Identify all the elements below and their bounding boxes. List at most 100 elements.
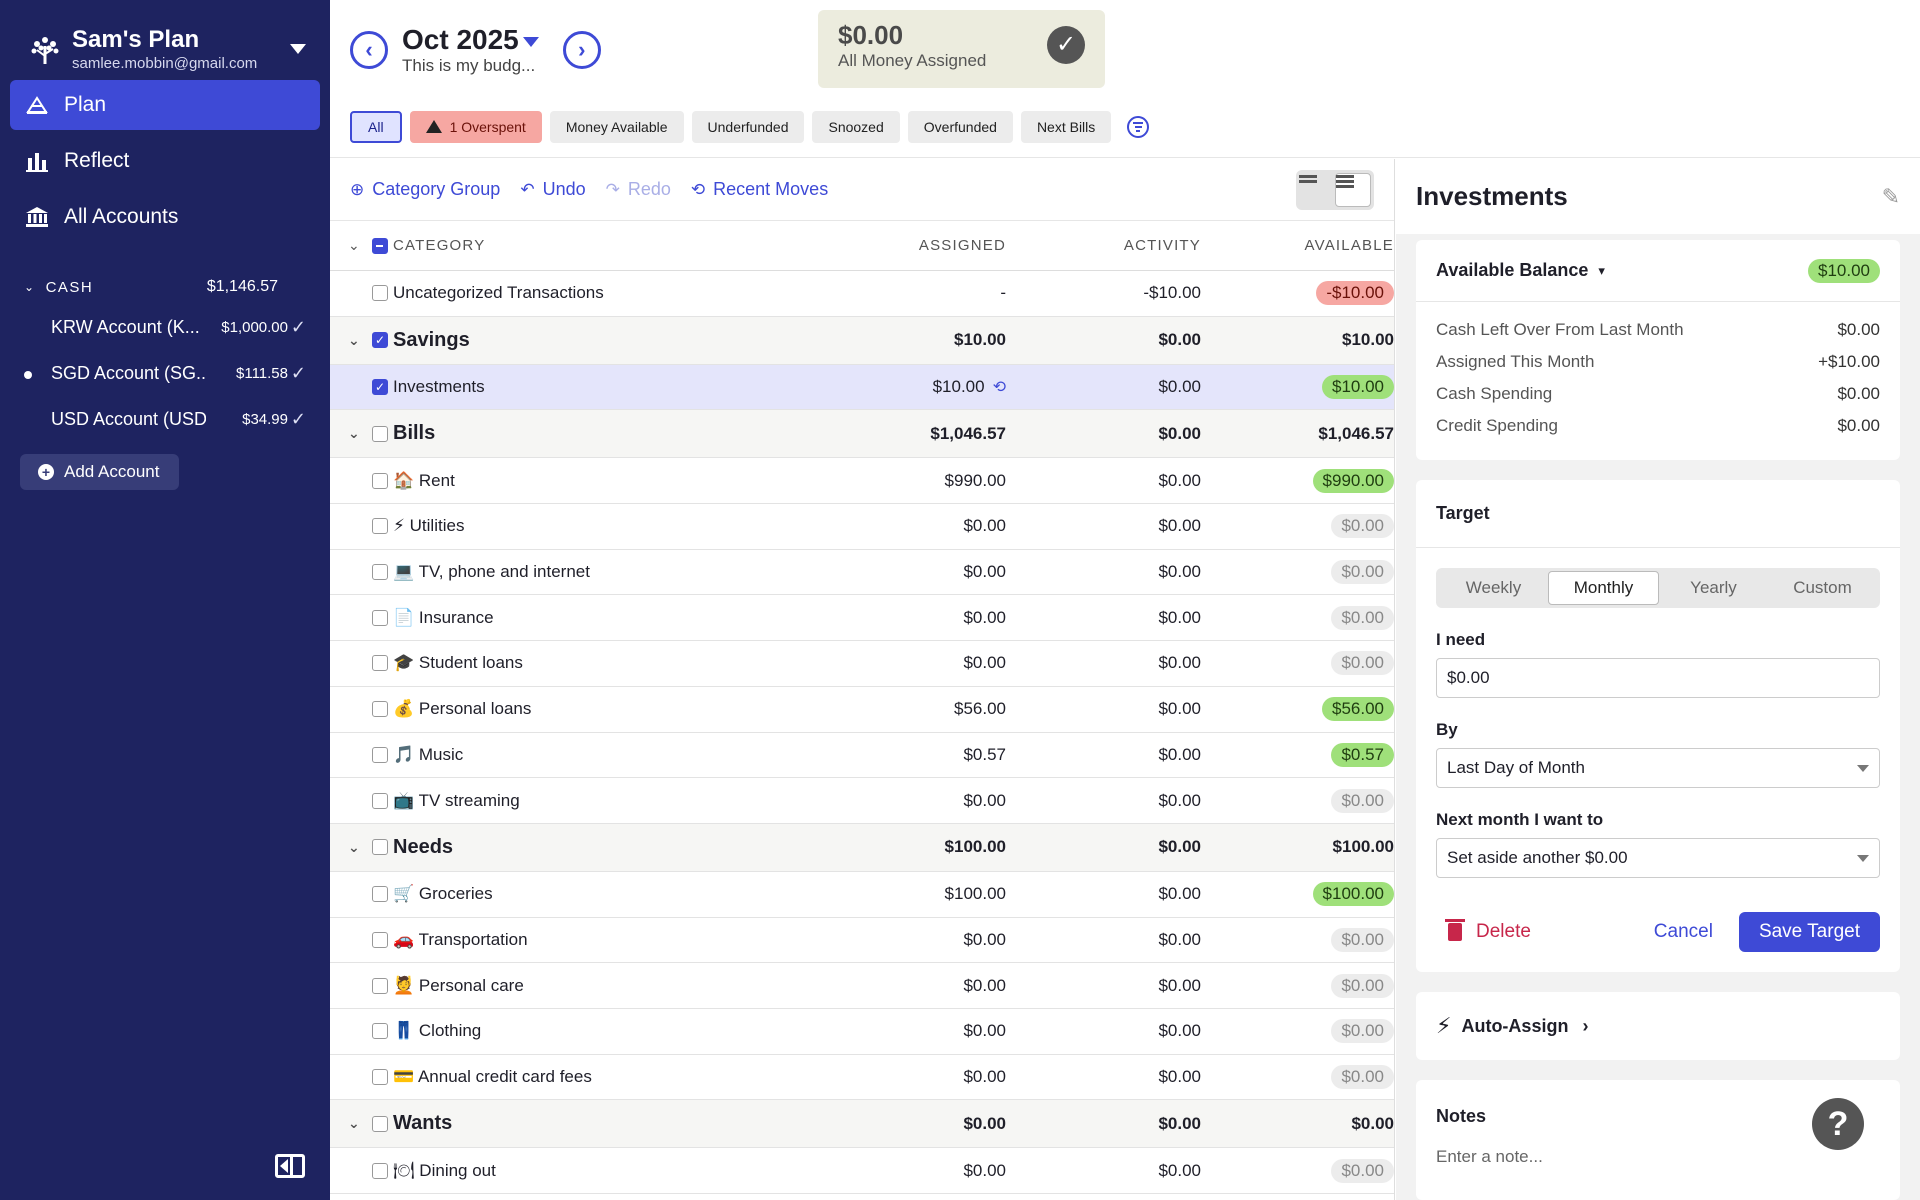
assigned-cell[interactable]: $100.00 (838, 837, 1006, 857)
by-date-select[interactable]: Last Day of Month (1436, 748, 1880, 788)
assigned-cell[interactable]: $0.00 (838, 1067, 1006, 1087)
row-checkbox[interactable]: ✓ (372, 379, 389, 396)
activity-value[interactable]: $0.00 (1158, 929, 1201, 949)
activity-value[interactable]: $0.00 (1158, 423, 1201, 443)
assigned-cell[interactable]: $10.00 (838, 330, 1006, 350)
available-cell[interactable]: $0.00 (1201, 1019, 1394, 1044)
available-cell[interactable]: $10.00 (1201, 330, 1394, 350)
row-checkbox[interactable] (372, 285, 389, 302)
activity-value[interactable]: $0.00 (1158, 1021, 1201, 1041)
tab-yearly[interactable]: Yearly (1690, 578, 1737, 597)
activity-value[interactable]: $0.00 (1158, 562, 1201, 582)
activity-value[interactable]: $0.00 (1158, 653, 1201, 673)
account-krw[interactable]: KRW Account (K... $1,000.00 ✓ (0, 304, 330, 350)
row-checkbox[interactable] (372, 792, 389, 809)
category-name[interactable]: Bills (393, 422, 436, 445)
category-row[interactable]: Uncategorized Transactions - -$10.00 -$10.0… (330, 271, 1394, 317)
available-cell[interactable]: $100.00 (1201, 837, 1394, 857)
category-row[interactable]: ✓ Investments $10.00 ⟲ $0.00 $10.00 (330, 364, 1394, 411)
cancel-button[interactable]: Cancel (1653, 921, 1713, 942)
row-checkbox[interactable] (372, 425, 389, 442)
activity-value[interactable]: $0.00 (1158, 470, 1201, 490)
assigned-cell[interactable]: $0.00 (838, 653, 1006, 673)
category-name[interactable]: Wants (393, 1112, 453, 1135)
activity-value[interactable]: $0.00 (1158, 1066, 1201, 1086)
activity-value[interactable]: $0.00 (1158, 330, 1201, 350)
cash-group-toggle[interactable]: ⌄ CASH $1,146.57 (0, 278, 330, 296)
category-row[interactable]: 🎓 Student loans $0.00 $0.00 $0.00 (330, 641, 1394, 687)
category-row[interactable]: ⚡ Utilities $0.00 $0.00 $0.00 (330, 504, 1394, 550)
category-group-row[interactable]: ⌄ Needs $100.00 $0.00 $100.00 (330, 823, 1394, 872)
assigned-cell[interactable]: $0.57 (838, 745, 1006, 765)
available-cell[interactable]: $0.00 (1201, 1064, 1394, 1089)
expanded-view-icon[interactable] (1335, 172, 1371, 207)
add-category-group-button[interactable]: ⊕ Category Group (350, 179, 500, 200)
activity-value[interactable]: -$10.00 (1143, 283, 1201, 303)
auto-assign-button[interactable]: ⚡ Auto-Assign › (1416, 992, 1900, 1060)
account-usd[interactable]: USD Account (USD... $34.99 ✓ (0, 396, 330, 442)
assigned-cell[interactable]: $0.00 (838, 791, 1006, 811)
assigned-cell[interactable]: $100.00 (838, 884, 1006, 904)
activity-value[interactable]: $0.00 (1158, 699, 1201, 719)
available-cell[interactable]: $56.00 (1201, 697, 1394, 722)
delete-target-button[interactable]: Delete (1436, 919, 1531, 943)
assigned-cell[interactable]: $1,046.57 (838, 424, 1006, 444)
assigned-cell[interactable]: $0.00 (838, 608, 1006, 628)
available-cell[interactable]: $10.00 (1201, 375, 1394, 400)
available-cell[interactable]: $0.00 (1201, 514, 1394, 539)
undo-button[interactable]: ↶ Undo (520, 179, 585, 200)
category-row[interactable]: 👖 Clothing $0.00 $0.00 $0.00 (330, 1009, 1394, 1055)
filter-all[interactable]: All (350, 111, 402, 143)
activity-value[interactable]: $0.00 (1158, 790, 1201, 810)
category-row[interactable]: 💆 Personal care $0.00 $0.00 $0.00 (330, 963, 1394, 1009)
assigned-cell[interactable]: $0.00 (838, 1114, 1006, 1134)
row-checkbox[interactable] (372, 701, 389, 718)
available-cell[interactable]: -$10.00 (1201, 281, 1394, 306)
assigned-cell[interactable]: $0.00 (838, 1021, 1006, 1041)
nav-plan[interactable]: Plan (10, 80, 320, 130)
category-name[interactable]: 💳 Annual credit card fees (393, 1066, 592, 1086)
available-cell[interactable]: $0.00 (1201, 788, 1394, 813)
assigned-cell[interactable]: $0.00 (838, 1161, 1006, 1181)
category-name[interactable]: 🚗 Transportation (393, 929, 528, 949)
collapse-sidebar-icon[interactable] (275, 1154, 305, 1178)
chevron-down-icon[interactable]: ⌄ (348, 838, 360, 855)
need-amount-input[interactable]: $0.00 (1436, 658, 1880, 698)
category-row[interactable]: 🏠 Rent $990.00 $0.00 $990.00 (330, 458, 1394, 505)
tab-monthly[interactable]: Monthly (1548, 571, 1659, 605)
row-checkbox[interactable] (372, 1162, 389, 1179)
account-sgd[interactable]: SGD Account (SG... $111.58 ✓ (0, 350, 330, 396)
category-name[interactable]: 💆 Personal care (393, 975, 524, 995)
history-icon[interactable]: ⟲ (992, 379, 1006, 397)
activity-value[interactable]: $0.00 (1158, 377, 1201, 397)
filter-overspent[interactable]: 1 Overspent (409, 111, 542, 143)
category-row[interactable]: 💻 TV, phone and internet $0.00 $0.00 $0.00 (330, 550, 1394, 596)
ready-to-assign[interactable]: $0.00 All Money Assigned ✓ (818, 10, 1105, 88)
recent-moves-button[interactable]: ⟲ Recent Moves (691, 179, 828, 200)
activity-value[interactable]: $0.00 (1158, 884, 1201, 904)
available-cell[interactable]: $100.00 (1201, 882, 1394, 907)
category-row[interactable]: 💳 Annual credit card fees $0.00 $0.00 $0.00 (330, 1055, 1394, 1101)
row-checkbox[interactable] (372, 746, 389, 763)
activity-value[interactable]: $0.00 (1158, 607, 1201, 627)
activity-value[interactable]: $0.00 (1158, 1113, 1201, 1133)
category-name[interactable]: Needs (393, 835, 454, 858)
available-cell[interactable]: $1,046.57 (1201, 424, 1394, 444)
select-all-checkbox[interactable] (372, 237, 389, 254)
next-month-button[interactable]: › (562, 31, 601, 69)
activity-value[interactable]: $0.00 (1158, 744, 1201, 764)
row-checkbox[interactable] (372, 564, 389, 581)
category-name[interactable]: 📄 Insurance (393, 607, 494, 627)
tab-weekly[interactable]: Weekly (1465, 578, 1522, 597)
filter-money-available[interactable]: Money Available (549, 111, 684, 143)
activity-value[interactable]: $0.00 (1158, 1160, 1201, 1180)
row-checkbox[interactable] (372, 931, 389, 948)
filter-settings-icon[interactable] (1127, 116, 1150, 138)
save-target-button[interactable]: Save Target (1738, 912, 1880, 952)
category-group-row[interactable]: ⌄ Wants $0.00 $0.00 $0.00 (330, 1100, 1394, 1149)
category-name[interactable]: ⚡ Utilities (393, 516, 465, 536)
category-name[interactable]: 📺 TV streaming (393, 790, 520, 810)
assigned-cell[interactable]: $0.00 (838, 516, 1006, 536)
next-month-select[interactable]: Set aside another $0.00 (1436, 838, 1880, 878)
category-name[interactable]: Savings (393, 328, 470, 351)
